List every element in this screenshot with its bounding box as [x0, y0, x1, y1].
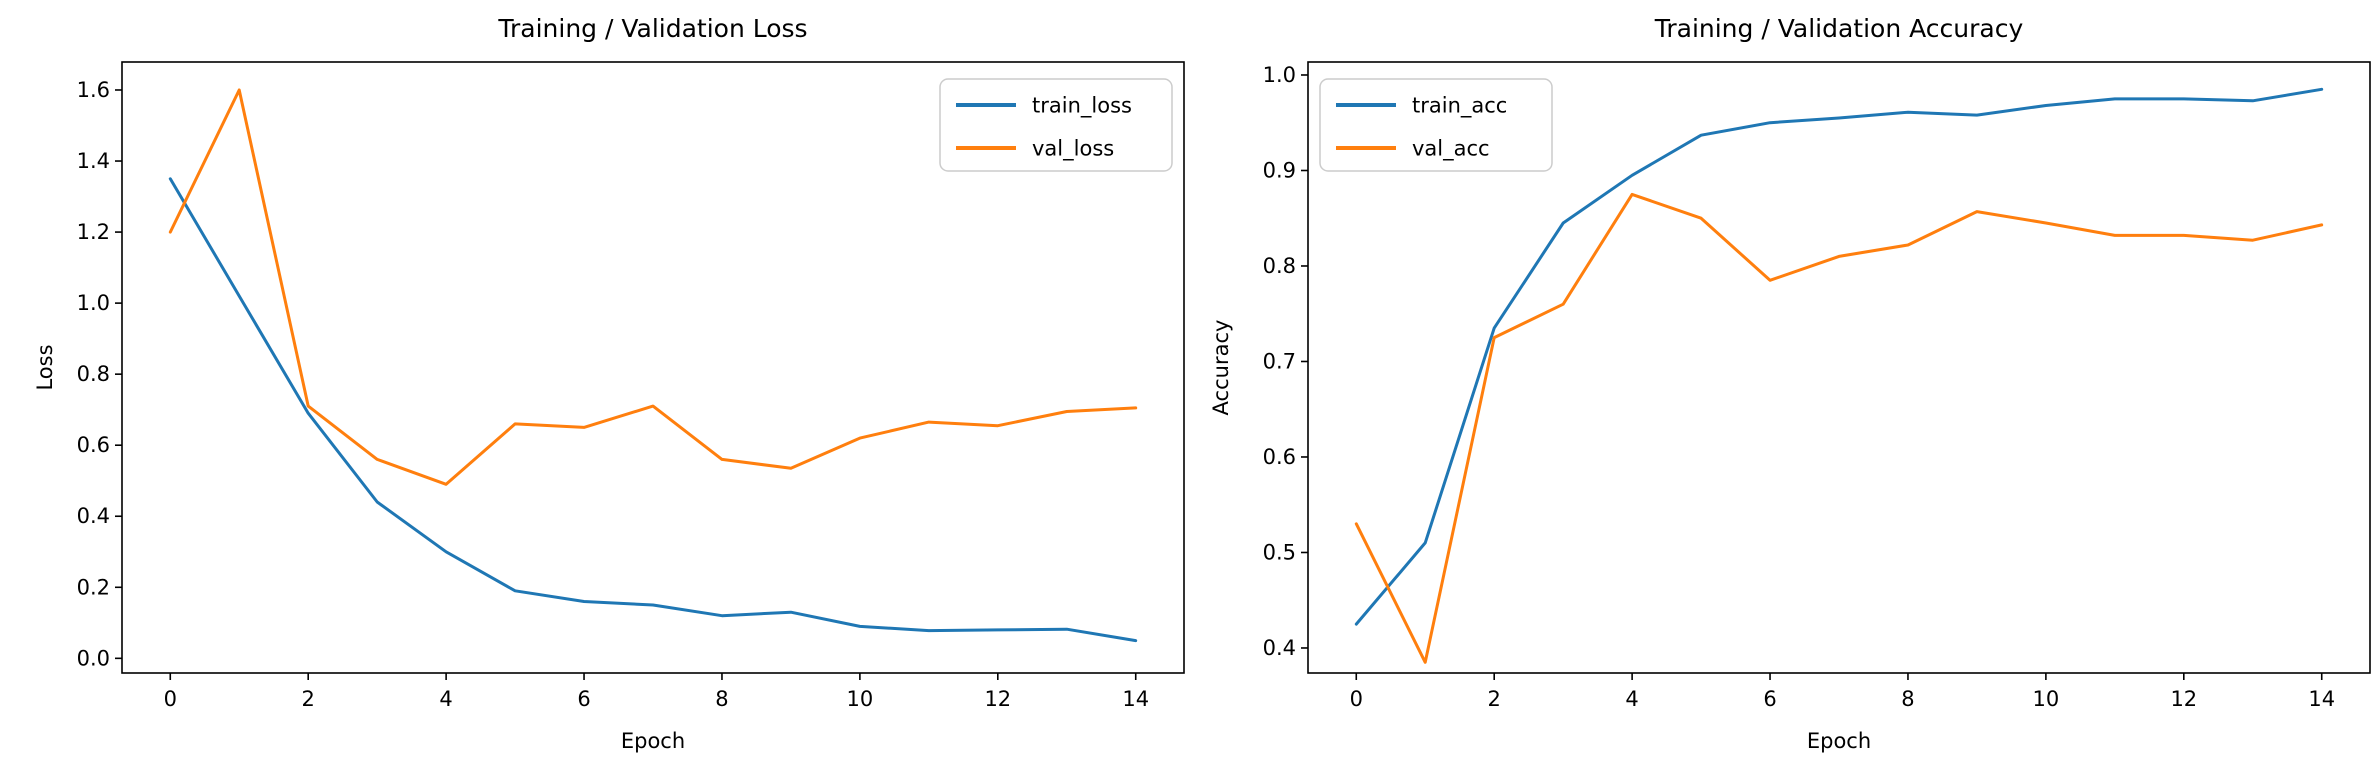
val_loss-line [168, 88, 1138, 486]
y-tick-label: 0.0 [77, 646, 110, 670]
x-tick-label: 10 [847, 687, 874, 711]
y-axis: 0.4 0.5 0.6 0.7 0.8 0.9 1.0 [1263, 63, 1308, 660]
x-tick-label: 8 [1901, 687, 1914, 711]
loss-chart: Training / Validation Loss 0 2 4 6 8 10 12 14 0.0… [33, 14, 1185, 753]
accuracy-chart: Training / Validation Accuracy 0 2 4 6 8 10 12 1… [1209, 14, 2371, 753]
legend-label: val_acc [1412, 137, 1490, 162]
chart-title: Training / Validation Loss [497, 14, 807, 43]
y-tick-label: 1.0 [1263, 63, 1296, 87]
y-tick-label: 0.4 [77, 504, 110, 528]
legend-label: train_loss [1032, 94, 1132, 119]
legend: train_acc val_acc [1319, 78, 1553, 172]
y-tick-label: 0.8 [1263, 254, 1296, 278]
x-tick-label: 8 [715, 687, 728, 711]
y-tick-label: 0.7 [1263, 349, 1296, 373]
x-tick-label: 12 [984, 687, 1011, 711]
x-tick-label: 2 [302, 687, 315, 711]
x-tick-label: 10 [2033, 687, 2060, 711]
y-tick-label: 0.4 [1263, 636, 1296, 660]
val_acc-line [1354, 192, 2324, 664]
y-axis: 0.0 0.2 0.4 0.6 0.8 1.0 1.2 1.4 1.6 [77, 78, 122, 670]
chart-title: Training / Validation Accuracy [1654, 14, 2024, 43]
x-tick-label: 4 [1625, 687, 1638, 711]
legend: train_loss val_loss [939, 78, 1173, 172]
y-tick-label: 0.9 [1263, 158, 1296, 182]
x-tick-label: 4 [439, 687, 452, 711]
x-tick-label: 2 [1488, 687, 1501, 711]
train_acc-line [1354, 87, 2324, 626]
x-tick-label: 14 [1122, 687, 1149, 711]
plot-area [121, 61, 1185, 674]
y-tick-label: 0.2 [77, 575, 110, 599]
legend-item-train_acc: train_acc [1336, 94, 1507, 119]
y-tick-label: 1.4 [77, 149, 110, 173]
x-axis-label: Epoch [621, 729, 685, 753]
y-tick-label: 0.5 [1263, 540, 1296, 564]
y-axis-label: Accuracy [1209, 320, 1233, 416]
x-tick-label: 0 [1350, 687, 1363, 711]
y-axis-label: Loss [33, 344, 57, 390]
y-tick-label: 0.6 [77, 433, 110, 457]
y-tick-label: 0.6 [1263, 445, 1296, 469]
x-tick-label: 6 [577, 687, 590, 711]
x-tick-label: 14 [2308, 687, 2335, 711]
x-tick-label: 12 [2170, 687, 2197, 711]
y-tick-label: 1.0 [77, 291, 110, 315]
x-axis: 0 2 4 6 8 10 12 14 [1350, 673, 2335, 711]
legend-item-val_loss: val_loss [956, 137, 1114, 162]
legend-label: val_loss [1032, 137, 1114, 162]
y-tick-label: 1.2 [77, 220, 110, 244]
y-tick-label: 0.8 [77, 362, 110, 386]
train_loss-line [168, 177, 1138, 643]
x-tick-label: 0 [164, 687, 177, 711]
y-tick-label: 1.6 [77, 78, 110, 102]
legend-item-train_loss: train_loss [956, 94, 1132, 119]
legend-label: train_acc [1412, 94, 1507, 119]
x-tick-label: 6 [1763, 687, 1776, 711]
x-axis-label: Epoch [1807, 729, 1871, 753]
plot-area [1307, 61, 2371, 674]
x-axis: 0 2 4 6 8 10 12 14 [164, 673, 1149, 711]
legend-item-val_acc: val_acc [1336, 137, 1490, 162]
